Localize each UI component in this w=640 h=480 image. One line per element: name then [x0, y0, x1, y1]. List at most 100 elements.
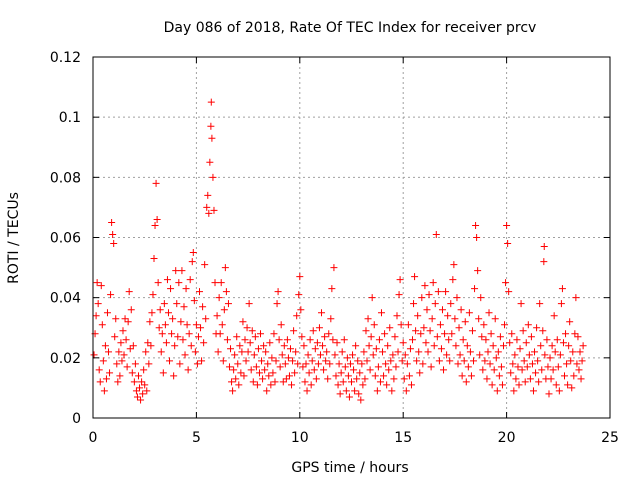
data-point [218, 321, 226, 329]
data-point [355, 390, 363, 398]
x-tick-label: 20 [498, 430, 516, 446]
data-point [123, 363, 131, 371]
data-point [367, 333, 375, 341]
data-point [102, 375, 110, 383]
data-point [442, 288, 450, 296]
data-point [200, 339, 208, 347]
data-point [271, 378, 279, 386]
data-point [124, 318, 132, 326]
data-point [440, 366, 448, 374]
data-point [409, 336, 417, 344]
data-point [111, 333, 119, 341]
data-point [205, 209, 213, 217]
data-point [253, 381, 261, 389]
data-point [399, 339, 407, 347]
data-point [557, 300, 565, 308]
data-point [357, 396, 365, 404]
data-point [192, 321, 200, 329]
data-point [264, 360, 272, 368]
data-point [117, 339, 125, 347]
data-point [295, 291, 303, 299]
data-point [214, 348, 222, 356]
data-point [263, 387, 271, 395]
data-point [438, 306, 446, 314]
data-point [196, 288, 204, 296]
data-point [411, 273, 419, 281]
data-point [539, 327, 547, 335]
data-point [252, 363, 260, 371]
data-point [478, 333, 486, 341]
data-point [103, 309, 111, 317]
data-point [219, 357, 227, 365]
data-point [297, 306, 305, 314]
data-point [413, 357, 421, 365]
data-point [216, 330, 224, 338]
data-point [559, 339, 567, 347]
data-point [315, 324, 323, 332]
data-point [131, 360, 139, 368]
data-point [503, 221, 511, 229]
data-point [236, 342, 244, 350]
data-point [454, 360, 462, 368]
data-point [268, 354, 276, 362]
data-point [526, 375, 534, 383]
data-point [358, 360, 366, 368]
data-point [306, 336, 314, 344]
data-point [293, 312, 301, 320]
data-point [142, 348, 150, 356]
data-point [573, 360, 581, 368]
x-tick-label: 15 [394, 430, 412, 446]
data-point [137, 396, 145, 404]
data-point [221, 264, 229, 272]
data-point [333, 339, 341, 347]
data-point [143, 387, 151, 395]
x-tick-label: 0 [89, 430, 98, 446]
data-point [345, 393, 353, 401]
data-point [281, 360, 289, 368]
data-point [509, 360, 517, 368]
data-point [99, 357, 107, 365]
data-point [546, 354, 554, 362]
axis-ticks [92, 56, 611, 419]
data-point [316, 351, 324, 359]
data-point [467, 372, 475, 380]
data-point [410, 300, 418, 308]
data-point [248, 327, 256, 335]
data-point [484, 348, 492, 356]
data-point [279, 378, 287, 386]
data-point [424, 348, 432, 356]
data-point [210, 206, 218, 214]
data-point [404, 321, 412, 329]
data-point [428, 315, 436, 323]
data-point [401, 351, 409, 359]
data-point [574, 333, 582, 341]
data-point [223, 336, 231, 344]
data-point [453, 294, 461, 302]
data-point [457, 306, 465, 314]
x-tick-label: 25 [601, 430, 619, 446]
data-point [133, 393, 141, 401]
data-point [203, 203, 211, 211]
data-point [558, 285, 566, 293]
data-point [375, 336, 383, 344]
data-point [520, 357, 528, 365]
data-point [158, 330, 166, 338]
data-point [377, 309, 385, 317]
data-point [172, 267, 180, 275]
data-point [177, 318, 185, 326]
data-point [325, 330, 333, 338]
data-point [185, 330, 193, 338]
data-point [232, 375, 240, 383]
data-point [513, 336, 521, 344]
data-point [128, 369, 136, 377]
data-point [501, 321, 509, 329]
data-point [364, 315, 372, 323]
data-point [515, 381, 523, 389]
data-point [286, 345, 294, 353]
data-point [494, 348, 502, 356]
data-point [114, 378, 122, 386]
data-point [432, 230, 440, 238]
data-point [149, 291, 157, 299]
data-point [492, 354, 500, 362]
data-point [108, 218, 116, 226]
